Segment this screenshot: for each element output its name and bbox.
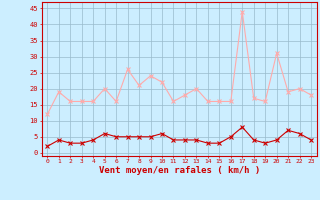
X-axis label: Vent moyen/en rafales ( km/h ): Vent moyen/en rafales ( km/h ) bbox=[99, 166, 260, 175]
